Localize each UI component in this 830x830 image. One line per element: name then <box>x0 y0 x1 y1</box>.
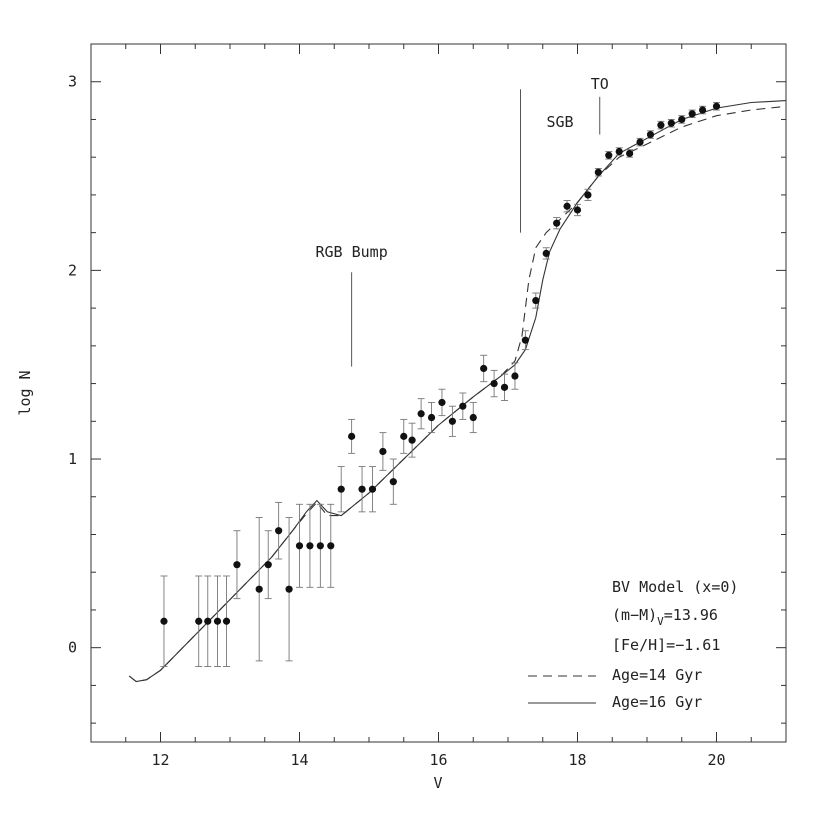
x-tick-label: 16 <box>429 751 447 769</box>
data-point <box>427 413 436 422</box>
data-point <box>542 249 550 257</box>
observed-points <box>160 102 721 625</box>
data-point <box>532 296 540 305</box>
data-point <box>233 561 241 569</box>
data-point <box>615 147 623 156</box>
data-point <box>626 149 634 158</box>
data-point <box>316 542 324 550</box>
data-point <box>379 447 387 456</box>
data-point <box>195 617 203 625</box>
data-point <box>480 364 488 373</box>
data-point <box>255 585 263 593</box>
data-point <box>368 485 377 493</box>
legend-metallicity: [Fe/H]=−1.61 <box>612 636 720 654</box>
data-point <box>636 138 644 146</box>
data-point <box>573 206 582 214</box>
data-point <box>511 372 519 380</box>
annotation-label: SGB <box>547 113 574 131</box>
data-point <box>521 336 529 344</box>
data-point <box>222 617 231 625</box>
axis-ticks <box>90 43 787 742</box>
data-point <box>327 542 335 550</box>
legend-entry-14gyr: Age=14 Gyr <box>612 666 702 684</box>
y-tick-label: 0 <box>68 639 77 657</box>
legend-entry-16gyr: Age=16 Gyr <box>612 693 702 711</box>
y-axis-label: log N <box>16 370 34 415</box>
data-point <box>358 485 366 493</box>
data-point <box>500 383 509 391</box>
legend: BV Model (x=0) (m−M)V=13.96 [Fe/H]=−1.61… <box>528 578 738 711</box>
data-point <box>204 617 212 625</box>
data-point <box>712 102 721 110</box>
legend-distance-modulus-rhs: =13.96 <box>664 606 718 624</box>
legend-distance-modulus-lhs: (m−M) <box>612 606 657 624</box>
x-tick-label: 12 <box>151 751 169 769</box>
annotation-label: TO <box>591 75 609 93</box>
data-point <box>584 191 592 199</box>
data-point <box>553 219 561 227</box>
annotations: RGB Bump SGB TO <box>316 75 609 367</box>
data-point <box>448 417 456 425</box>
data-point <box>408 436 416 444</box>
data-point <box>646 130 655 139</box>
x-tick-label: 14 <box>290 751 308 769</box>
legend-model-title: BV Model (x=0) <box>612 578 738 596</box>
y-tick-label: 1 <box>68 450 77 468</box>
legend-distance-modulus: (m−M)V=13.96 <box>612 606 718 628</box>
x-tick-labels: 12 14 16 18 20 <box>151 751 725 769</box>
data-point <box>657 121 665 129</box>
data-point <box>417 410 425 418</box>
data-point <box>438 398 446 407</box>
data-point <box>389 478 397 486</box>
data-point <box>699 106 707 114</box>
y-tick-label: 2 <box>68 261 77 279</box>
data-point <box>459 402 467 410</box>
data-point <box>469 413 477 422</box>
data-point <box>594 168 602 176</box>
legend-distance-modulus-sub: V <box>657 615 664 628</box>
data-point <box>337 485 345 493</box>
data-point <box>348 432 356 440</box>
y-tick-label: 3 <box>68 73 77 91</box>
data-point <box>264 561 272 569</box>
data-point <box>490 379 498 388</box>
model-curves <box>128 100 787 683</box>
data-point <box>688 110 696 118</box>
data-point <box>295 542 304 550</box>
data-point <box>275 527 283 535</box>
x-tick-label: 18 <box>568 751 586 769</box>
x-axis-label: V <box>433 774 442 792</box>
y-tick-labels: 0 1 2 3 <box>68 73 77 657</box>
data-point <box>285 585 293 593</box>
annotation-label: RGB Bump <box>316 243 388 261</box>
data-point <box>563 202 571 210</box>
data-point <box>667 119 675 127</box>
model-curve-16gyr <box>128 100 787 683</box>
data-point <box>160 617 168 625</box>
data-point <box>306 542 314 550</box>
data-point <box>678 115 686 124</box>
x-tick-label: 20 <box>707 751 725 769</box>
data-point <box>605 151 613 159</box>
data-point <box>213 617 222 625</box>
data-point <box>400 432 408 440</box>
